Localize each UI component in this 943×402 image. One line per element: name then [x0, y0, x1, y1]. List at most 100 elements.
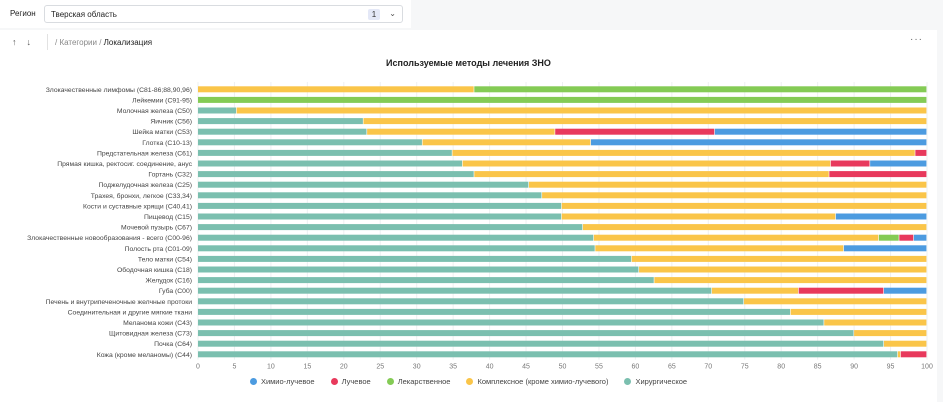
bar-segment-surgical[interactable] — [198, 224, 583, 231]
bar-segment-radiation[interactable] — [899, 234, 914, 241]
bar-segment-complex[interactable] — [654, 277, 927, 284]
arrow-up-icon[interactable]: ↑ — [12, 37, 17, 47]
bar-segment-complex[interactable] — [744, 298, 927, 305]
x-tick-label: 35 — [449, 364, 457, 371]
category-label: Предстательная железа (С61) — [97, 150, 192, 157]
bar-segment-complex[interactable] — [542, 192, 927, 199]
bar-segment-complex[interactable] — [593, 234, 879, 241]
category-label: Яичник (С56) — [150, 119, 192, 126]
legend-label: Комплексное (кроме химио-лучевого) — [477, 377, 609, 386]
bar-segment-surgical[interactable] — [198, 287, 712, 294]
bar-segment-complex[interactable] — [639, 266, 927, 273]
x-tick-label: 90 — [850, 364, 858, 371]
region-select[interactable]: Тверская область 1 ⌄ — [44, 5, 403, 23]
bar-segment-complex[interactable] — [897, 351, 901, 358]
bar-segment-surgical[interactable] — [198, 245, 595, 252]
bar-segment-surgical[interactable] — [198, 181, 529, 188]
legend-dot-icon — [330, 378, 338, 385]
x-tick-label: 70 — [704, 364, 712, 371]
breadcrumb-categories[interactable]: / Категории / — [55, 38, 102, 47]
legend-item-complex[interactable]: Комплексное (кроме химио-лучевого) — [466, 377, 608, 386]
chevron-down-icon[interactable]: ⌄ — [389, 9, 396, 18]
bar-segment-drug[interactable] — [474, 86, 927, 93]
bar-segment-complex[interactable] — [528, 181, 927, 188]
more-options-icon[interactable]: ··· — [910, 34, 923, 45]
legend-item-drug[interactable]: Лекарственное — [386, 377, 450, 386]
bar-segment-surgical[interactable] — [198, 171, 474, 178]
x-tick-label: 65 — [668, 364, 676, 371]
x-tick-label: 80 — [777, 364, 785, 371]
bar-segment-drug[interactable] — [878, 234, 899, 241]
bar-segment-complex[interactable] — [824, 319, 927, 326]
legend-item-surgical[interactable]: Хирургическое — [624, 377, 687, 386]
bar-segment-chemo_radiation[interactable] — [883, 287, 927, 294]
bar-segment-complex[interactable] — [462, 160, 831, 167]
bar-segment-surgical[interactable] — [198, 234, 594, 241]
bar-segment-radiation[interactable] — [555, 128, 715, 135]
bar-segment-surgical[interactable] — [198, 107, 237, 114]
bar-segment-complex[interactable] — [561, 202, 927, 209]
bar-segment-chemo_radiation[interactable] — [714, 128, 927, 135]
bar-segment-complex[interactable] — [883, 340, 927, 347]
bar-segment-surgical[interactable] — [198, 330, 854, 337]
bar-segment-drug[interactable] — [198, 96, 927, 103]
category-label: Прямая кишка, ректосиг. соединение, анус — [57, 161, 192, 168]
bar-segment-surgical[interactable] — [198, 202, 562, 209]
category-label: Мочевой пузырь (С67) — [121, 224, 192, 232]
bar-segment-radiation[interactable] — [830, 160, 870, 167]
legend-item-chemo_radiation[interactable]: Химио-лучевое — [249, 377, 315, 386]
bar-segment-surgical[interactable] — [198, 266, 639, 273]
bar-segment-complex[interactable] — [711, 287, 799, 294]
bar-segment-surgical[interactable] — [198, 118, 363, 125]
bar-segment-surgical[interactable] — [198, 340, 884, 347]
legend-label: Химио-лучевое — [260, 377, 315, 386]
bar-segment-complex[interactable] — [582, 224, 927, 231]
bar-segment-surgical[interactable] — [198, 308, 791, 315]
bar-segment-complex[interactable] — [422, 139, 591, 146]
bar-segment-complex[interactable] — [790, 308, 927, 315]
bar-segment-complex[interactable] — [198, 86, 474, 93]
bar-segment-complex[interactable] — [561, 213, 836, 220]
bar-segment-radiation[interactable] — [900, 351, 927, 358]
bar-segment-complex[interactable] — [474, 171, 829, 178]
bar-segment-surgical[interactable] — [198, 351, 898, 358]
bar-segment-surgical[interactable] — [198, 298, 744, 305]
bar-segment-surgical[interactable] — [198, 160, 463, 167]
bar-segment-complex[interactable] — [452, 149, 915, 156]
category-label: Молочная железа (С50) — [117, 108, 192, 115]
bar-segment-radiation[interactable] — [915, 149, 927, 156]
category-label: Пищевод (С15) — [144, 214, 192, 221]
category-label: Гортань (С32) — [148, 172, 192, 179]
bar-segment-complex[interactable] — [631, 255, 927, 262]
bar-segment-complex[interactable] — [595, 245, 844, 252]
x-tick-label: 100 — [921, 364, 933, 371]
category-label: Кожа (кроме меланомы) (С44) — [97, 352, 192, 359]
legend-dot-icon — [249, 378, 257, 385]
bar-segment-surgical[interactable] — [198, 255, 632, 262]
bar-segment-chemo_radiation[interactable] — [590, 139, 927, 146]
bar-segment-complex[interactable] — [367, 128, 555, 135]
bar-segment-chemo_radiation[interactable] — [913, 234, 927, 241]
bar-segment-chemo_radiation[interactable] — [843, 245, 927, 252]
bar-segment-surgical[interactable] — [198, 139, 422, 146]
bar-segment-surgical[interactable] — [198, 149, 452, 156]
bar-segment-complex[interactable] — [236, 107, 927, 114]
bar-segment-complex[interactable] — [363, 118, 927, 125]
legend-item-radiation[interactable]: Лучевое — [330, 377, 371, 386]
bar-segment-chemo_radiation[interactable] — [835, 213, 927, 220]
bar-segment-surgical[interactable] — [198, 128, 367, 135]
arrow-down-icon[interactable]: ↓ — [26, 37, 32, 47]
bar-segment-radiation[interactable] — [798, 287, 884, 294]
bar-segment-complex[interactable] — [854, 330, 927, 337]
bar-segment-chemo_radiation[interactable] — [870, 160, 927, 167]
bar-segment-radiation[interactable] — [829, 171, 927, 178]
category-label: Губа (С00) — [159, 287, 192, 295]
bar-segment-surgical[interactable] — [198, 319, 824, 326]
x-tick-label: 95 — [887, 364, 895, 371]
category-label: Поджелудочная железа (С25) — [99, 182, 192, 189]
divider — [47, 34, 48, 50]
bar-segment-surgical[interactable] — [198, 277, 654, 284]
bar-segment-surgical[interactable] — [198, 213, 562, 220]
bar-segment-surgical[interactable] — [198, 192, 542, 199]
legend-label: Хирургическое — [635, 377, 688, 386]
